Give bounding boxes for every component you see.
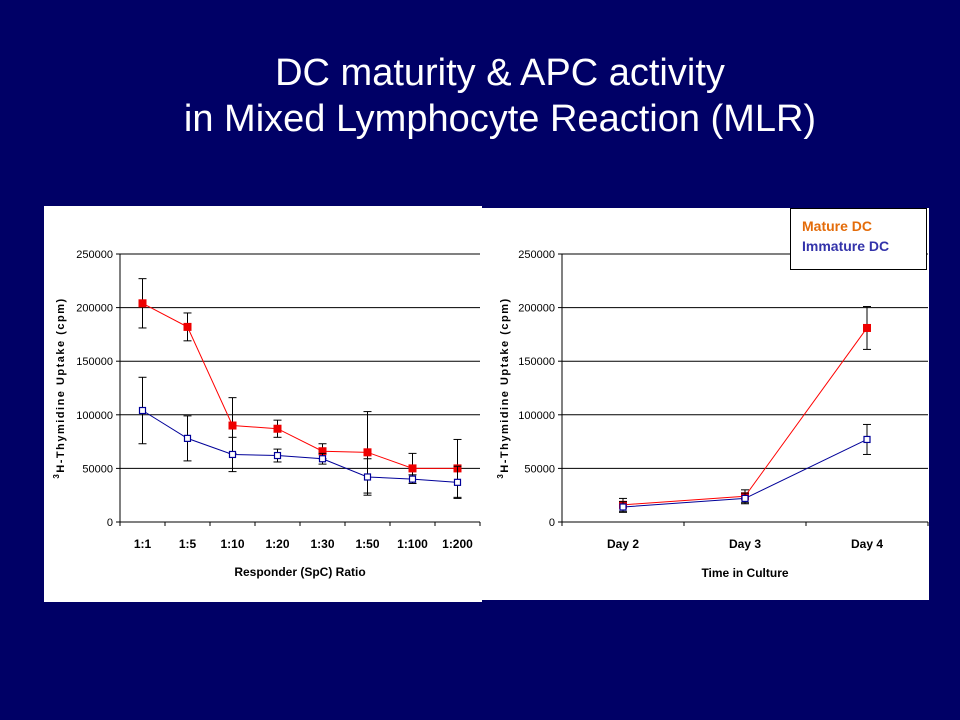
x-tick-label: 1:10	[220, 537, 244, 551]
y-tick-label: 150000	[76, 356, 113, 368]
data-point-immature	[363, 473, 372, 481]
legend: Mature DC Immature DC	[790, 208, 927, 270]
x-tick-label: 1:50	[355, 537, 379, 551]
y-tick-label: 200000	[76, 303, 113, 315]
data-point-immature	[619, 503, 627, 511]
y-axis-label-text: H-Thymidine Uptake (cpm)	[499, 297, 511, 472]
data-point-immature	[453, 478, 462, 486]
x-tick-label: 1:5	[179, 537, 197, 551]
x-tick-label: 1:20	[265, 537, 289, 551]
data-point-immature	[228, 450, 237, 459]
y-axis-label-superscript: 3	[496, 473, 505, 479]
legend-item-immature: Immature DC	[802, 238, 890, 254]
data-point-immature	[408, 475, 417, 483]
slide-title: DC maturity & APC activity in Mixed Lymp…	[0, 50, 960, 142]
data-point-immature	[318, 455, 327, 463]
y-tick-label: 150000	[518, 356, 555, 368]
y-tick-label: 50000	[524, 463, 555, 475]
x-axis-label: Time in Culture	[701, 566, 788, 580]
x-axis-label: Responder (SpC) Ratio	[234, 565, 365, 579]
x-tick-label: 1:30	[310, 537, 334, 551]
y-tick-label: 50000	[82, 463, 113, 475]
series-line-mature	[142, 302, 458, 469]
x-tick-label: Day 4	[851, 537, 883, 551]
x-tick-label: 1:100	[397, 537, 428, 551]
data-point-mature	[228, 421, 237, 430]
legend-item-mature: Mature DC	[802, 218, 873, 234]
data-point-mature	[408, 464, 417, 473]
x-tick-label: 1:1	[134, 537, 152, 551]
y-tick-label: 100000	[76, 410, 113, 422]
y-axis-label: 3H-Thymidine Uptake (cpm)	[496, 297, 511, 478]
chart-ratio: 0 50000 100000 150000 200000 250000 1:1 1:5 1:10…	[52, 249, 481, 579]
y-tick-label: 0	[107, 517, 113, 529]
x-tick-label: Day 3	[729, 537, 761, 551]
y-tick-label: 200000	[518, 303, 555, 315]
chart-time: 0 50000 100000 150000 200000 250000 Day 2 Day 3…	[496, 249, 929, 580]
data-point-immature	[863, 435, 871, 444]
chart-panel-ratio: 0 50000 100000 150000 200000 250000 1:1 1:5 1:10…	[44, 206, 482, 602]
data-point-immature	[273, 451, 282, 460]
data-point-mature	[273, 424, 282, 433]
x-tick-label: 1:200	[442, 537, 473, 551]
data-point-immature	[183, 434, 192, 442]
data-point-immature	[138, 406, 147, 415]
y-axis-label: 3H-Thymidine Uptake (cpm)	[52, 297, 67, 478]
data-point-mature	[183, 322, 192, 331]
slide-title-line-2: in Mixed Lymphocyte Reaction (MLR)	[183, 98, 817, 140]
series-line-mature	[622, 327, 868, 506]
y-tick-label: 100000	[518, 410, 555, 422]
data-point-mature	[863, 323, 871, 332]
data-point-immature	[741, 494, 749, 503]
series-line-immature	[142, 410, 458, 483]
y-axis-label-text: H-Thymidine Uptake (cpm)	[55, 297, 67, 472]
data-point-mature	[138, 299, 147, 308]
y-axis-label-superscript: 3	[52, 473, 61, 479]
y-tick-label: 250000	[76, 249, 113, 261]
y-tick-label: 250000	[518, 249, 555, 261]
chart-panel-time: 0 50000 100000 150000 200000 250000 Day 2 Day 3…	[482, 208, 929, 600]
y-tick-label: 0	[549, 517, 555, 529]
slide-title-line-1: DC maturity & APC activity	[275, 52, 725, 94]
data-point-mature	[363, 448, 372, 457]
x-tick-label: Day 2	[607, 537, 639, 551]
